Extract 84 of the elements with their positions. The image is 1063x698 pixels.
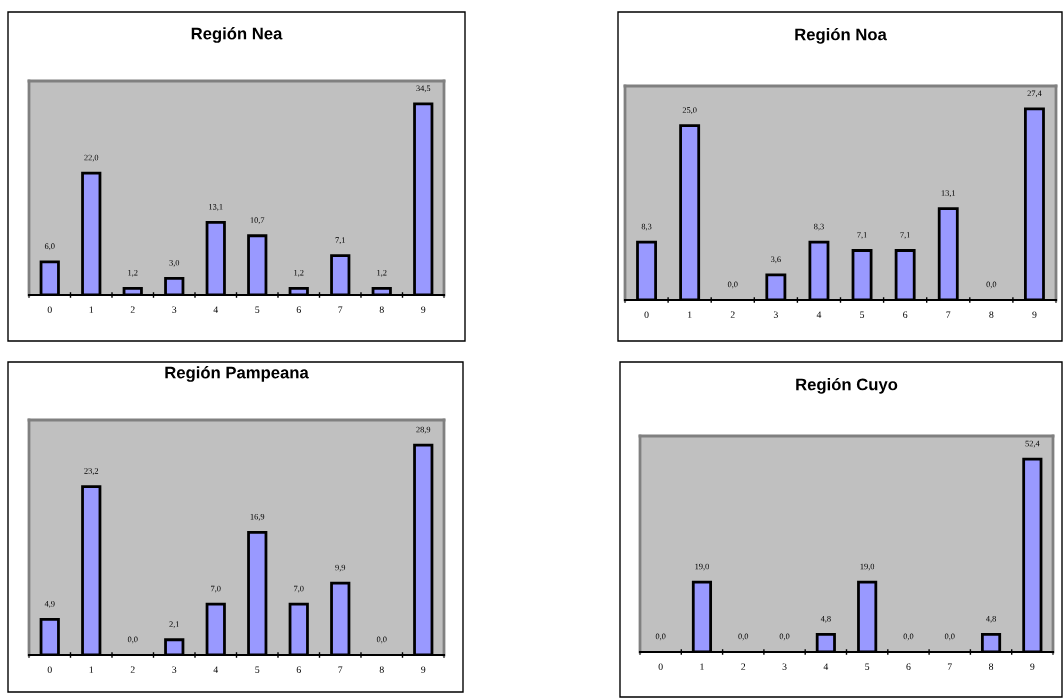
x-tick-label: 1 bbox=[89, 666, 94, 673]
x-tick-label: 9 bbox=[421, 666, 426, 673]
x-tick-label: 7 bbox=[338, 306, 343, 313]
data-label: 0,0 bbox=[727, 281, 738, 289]
data-label: 7,0 bbox=[294, 585, 304, 593]
x-tick-label: 5 bbox=[255, 666, 260, 673]
data-label: 0,0 bbox=[944, 633, 955, 641]
chart-title: Región Noa bbox=[795, 27, 887, 44]
x-tick-label: 1 bbox=[688, 311, 692, 318]
data-label: 13,1 bbox=[941, 190, 956, 198]
x-tick-label: 4 bbox=[213, 666, 219, 673]
x-tick-label: 0 bbox=[47, 666, 52, 673]
x-tick-label: 7 bbox=[947, 663, 952, 670]
x-tick-label: 6 bbox=[903, 311, 908, 318]
data-label: 1,2 bbox=[294, 269, 304, 277]
data-label: 7,0 bbox=[211, 585, 221, 593]
x-tick-label: 8 bbox=[379, 666, 384, 673]
x-tick-label: 7 bbox=[338, 666, 343, 673]
data-label: 22,0 bbox=[84, 154, 99, 162]
data-label: 9,9 bbox=[335, 564, 346, 572]
data-label: 6,0 bbox=[44, 243, 55, 251]
data-label: 25,0 bbox=[682, 107, 697, 115]
x-tick-label: 8 bbox=[379, 306, 384, 313]
data-label: 0,0 bbox=[655, 633, 666, 641]
data-label: 23,2 bbox=[84, 468, 99, 475]
x-tick-label: 5 bbox=[860, 311, 865, 318]
x-tick-label: 6 bbox=[906, 663, 911, 670]
data-label: 34,5 bbox=[416, 85, 431, 93]
data-label: 8,3 bbox=[814, 223, 824, 231]
data-label: 0,0 bbox=[376, 636, 387, 644]
data-label: 0,0 bbox=[779, 633, 790, 641]
data-label: 28,9 bbox=[416, 426, 431, 434]
x-tick-label: 0 bbox=[644, 311, 649, 318]
data-label: 1,2 bbox=[128, 269, 138, 277]
data-label: 0,0 bbox=[738, 633, 749, 641]
data-label: 7,1 bbox=[900, 232, 910, 239]
chart-title: Región Cuyo bbox=[796, 377, 898, 394]
data-label: 7,1 bbox=[857, 232, 867, 239]
data-label: 4,8 bbox=[986, 615, 996, 623]
x-tick-label: 4 bbox=[213, 306, 219, 313]
data-label: 4,8 bbox=[820, 615, 831, 623]
x-tick-label: 2 bbox=[730, 311, 735, 318]
chart-title: Región Nea bbox=[191, 27, 283, 43]
data-label: 13,1 bbox=[209, 204, 223, 211]
data-label: 2,1 bbox=[169, 621, 179, 629]
x-tick-label: 1 bbox=[89, 306, 94, 313]
x-tick-label: 5 bbox=[865, 663, 870, 670]
x-tick-label: 3 bbox=[172, 666, 177, 673]
data-label: 3,0 bbox=[169, 259, 180, 267]
x-tick-label: 6 bbox=[296, 666, 301, 673]
data-label: 27,4 bbox=[1027, 90, 1042, 98]
x-tick-label: 2 bbox=[741, 663, 746, 670]
data-label: 10,7 bbox=[250, 217, 265, 225]
x-tick-label: 7 bbox=[946, 311, 951, 318]
data-label: 16,9 bbox=[250, 513, 265, 521]
chart-title: Región Pampeana bbox=[165, 366, 309, 382]
x-tick-label: 2 bbox=[130, 666, 135, 673]
x-tick-label: 1 bbox=[700, 663, 704, 670]
x-tick-label: 2 bbox=[130, 306, 135, 313]
data-label: 19,0 bbox=[860, 563, 875, 571]
x-tick-label: 8 bbox=[989, 311, 994, 318]
data-label: 1,2 bbox=[377, 269, 387, 277]
data-label: 4,9 bbox=[44, 601, 55, 608]
x-tick-label: 4 bbox=[816, 311, 822, 318]
x-tick-label: 8 bbox=[988, 663, 994, 670]
data-label: 19,0 bbox=[695, 563, 709, 571]
x-tick-label: 4 bbox=[823, 663, 829, 670]
data-label: 7,1 bbox=[335, 237, 345, 245]
data-label: 0,0 bbox=[903, 633, 914, 641]
x-tick-label: 3 bbox=[773, 311, 778, 318]
x-tick-label: 9 bbox=[1032, 311, 1037, 318]
x-tick-label: 3 bbox=[172, 306, 177, 313]
x-tick-label: 0 bbox=[658, 663, 663, 670]
data-label: 3,6 bbox=[771, 256, 781, 264]
data-label: 0,0 bbox=[986, 281, 997, 289]
x-tick-label: 5 bbox=[255, 306, 260, 313]
x-tick-label: 3 bbox=[782, 663, 787, 670]
x-tick-label: 9 bbox=[421, 306, 426, 313]
x-tick-label: 6 bbox=[296, 306, 301, 313]
x-tick-label: 9 bbox=[1030, 663, 1035, 670]
data-label: 0,0 bbox=[127, 636, 138, 644]
data-label: 52,4 bbox=[1025, 440, 1040, 448]
x-tick-label: 0 bbox=[47, 306, 52, 313]
data-label: 8,3 bbox=[641, 223, 652, 231]
